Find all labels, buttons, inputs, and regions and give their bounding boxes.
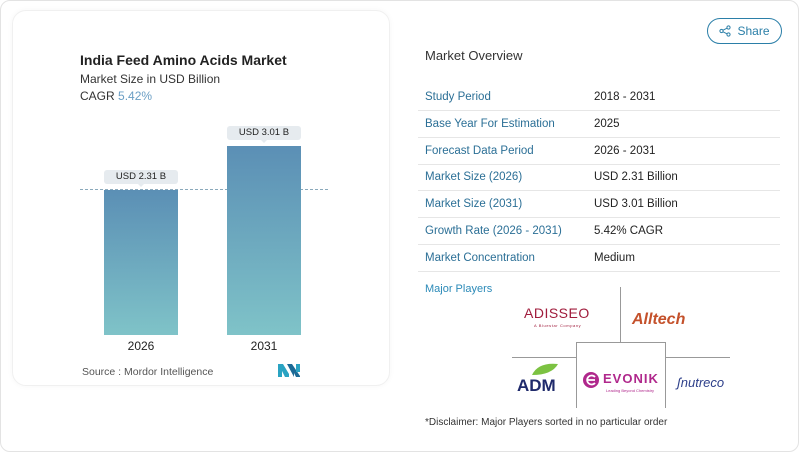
row-label: Market Size (2031): [425, 198, 523, 211]
overview-row: Market Concentration Medium: [418, 245, 780, 272]
row-value: Medium: [594, 251, 635, 264]
major-players-title: Major Players: [425, 283, 493, 295]
overview-row: Market Size (2031) USD 3.01 Billion: [418, 191, 780, 219]
overview-row: Forecast Data Period 2026 - 2031: [418, 138, 780, 165]
overview-row: Study Period 2018 - 2031: [418, 84, 780, 111]
row-value: USD 3.01 Billion: [594, 198, 678, 211]
row-value: 2025: [594, 117, 620, 130]
share-icon: [719, 25, 732, 37]
source: Source : Mordor Intelligence: [82, 366, 214, 378]
bar-2031: [227, 146, 301, 335]
evonik-logo: EVONIK: [603, 371, 659, 386]
overview-row: Growth Rate (2026 - 2031) 5.42% CAGR: [418, 218, 780, 245]
share-label: Share: [737, 24, 770, 38]
chart-card: [12, 10, 390, 386]
nutreco-logo-text: nutreco: [680, 375, 725, 390]
nutreco-logo: ʃnutreco: [677, 375, 725, 390]
row-value: USD 2.31 Billion: [594, 171, 678, 184]
x-tick-label: 2026: [127, 339, 155, 353]
logo-box: [576, 342, 666, 408]
adm-leaf-icon: [532, 363, 558, 375]
reference-line: [80, 189, 328, 190]
row-label: Forecast Data Period: [425, 144, 534, 157]
chart-subtitle: Market Size in USD Billion: [80, 72, 221, 86]
row-label: Market Size (2026): [425, 171, 523, 184]
evonik-icon: [583, 372, 599, 388]
share-button[interactable]: Share: [707, 18, 782, 44]
bar-2026: [104, 189, 178, 335]
adm-logo: ADM: [517, 376, 556, 395]
divider: [665, 357, 730, 358]
row-label: Growth Rate (2026 - 2031): [425, 225, 562, 237]
disclaimer: *Disclaimer: Major Players sorted in no …: [425, 417, 668, 428]
row-value: 2026 - 2031: [594, 144, 656, 157]
chart-title: India Feed Amino Acids Market: [80, 52, 287, 68]
data-label: USD 2.31 B: [104, 169, 178, 187]
x-tick-label: 2031: [250, 339, 278, 353]
adisseo-tagline: A Bluestar Company: [534, 323, 582, 328]
cagr: CAGR 5.42%: [80, 89, 152, 103]
divider: [512, 357, 576, 358]
divider: [620, 287, 621, 343]
mordor-intelligence-logo: [278, 364, 300, 377]
alltech-logo: Alltech: [632, 311, 686, 328]
cagr-label: CAGR: [80, 89, 115, 103]
row-value: 5.42% CAGR: [594, 225, 664, 237]
adisseo-logo: ADISSEO: [524, 305, 590, 321]
row-value: 2018 - 2031: [594, 91, 656, 103]
overview-title: Market Overview: [425, 48, 523, 63]
row-label: Market Concentration: [425, 251, 535, 264]
evonik-tagline: Leading Beyond Chemistry: [606, 388, 655, 393]
overview-row: Base Year For Estimation 2025: [418, 111, 780, 138]
cagr-value: 5.42%: [118, 89, 153, 103]
overview-row: Market Size (2026) USD 2.31 Billion: [418, 164, 780, 192]
row-label: Base Year For Estimation: [425, 117, 555, 130]
row-label: Study Period: [425, 91, 491, 103]
data-label: USD 3.01 B: [227, 126, 301, 143]
